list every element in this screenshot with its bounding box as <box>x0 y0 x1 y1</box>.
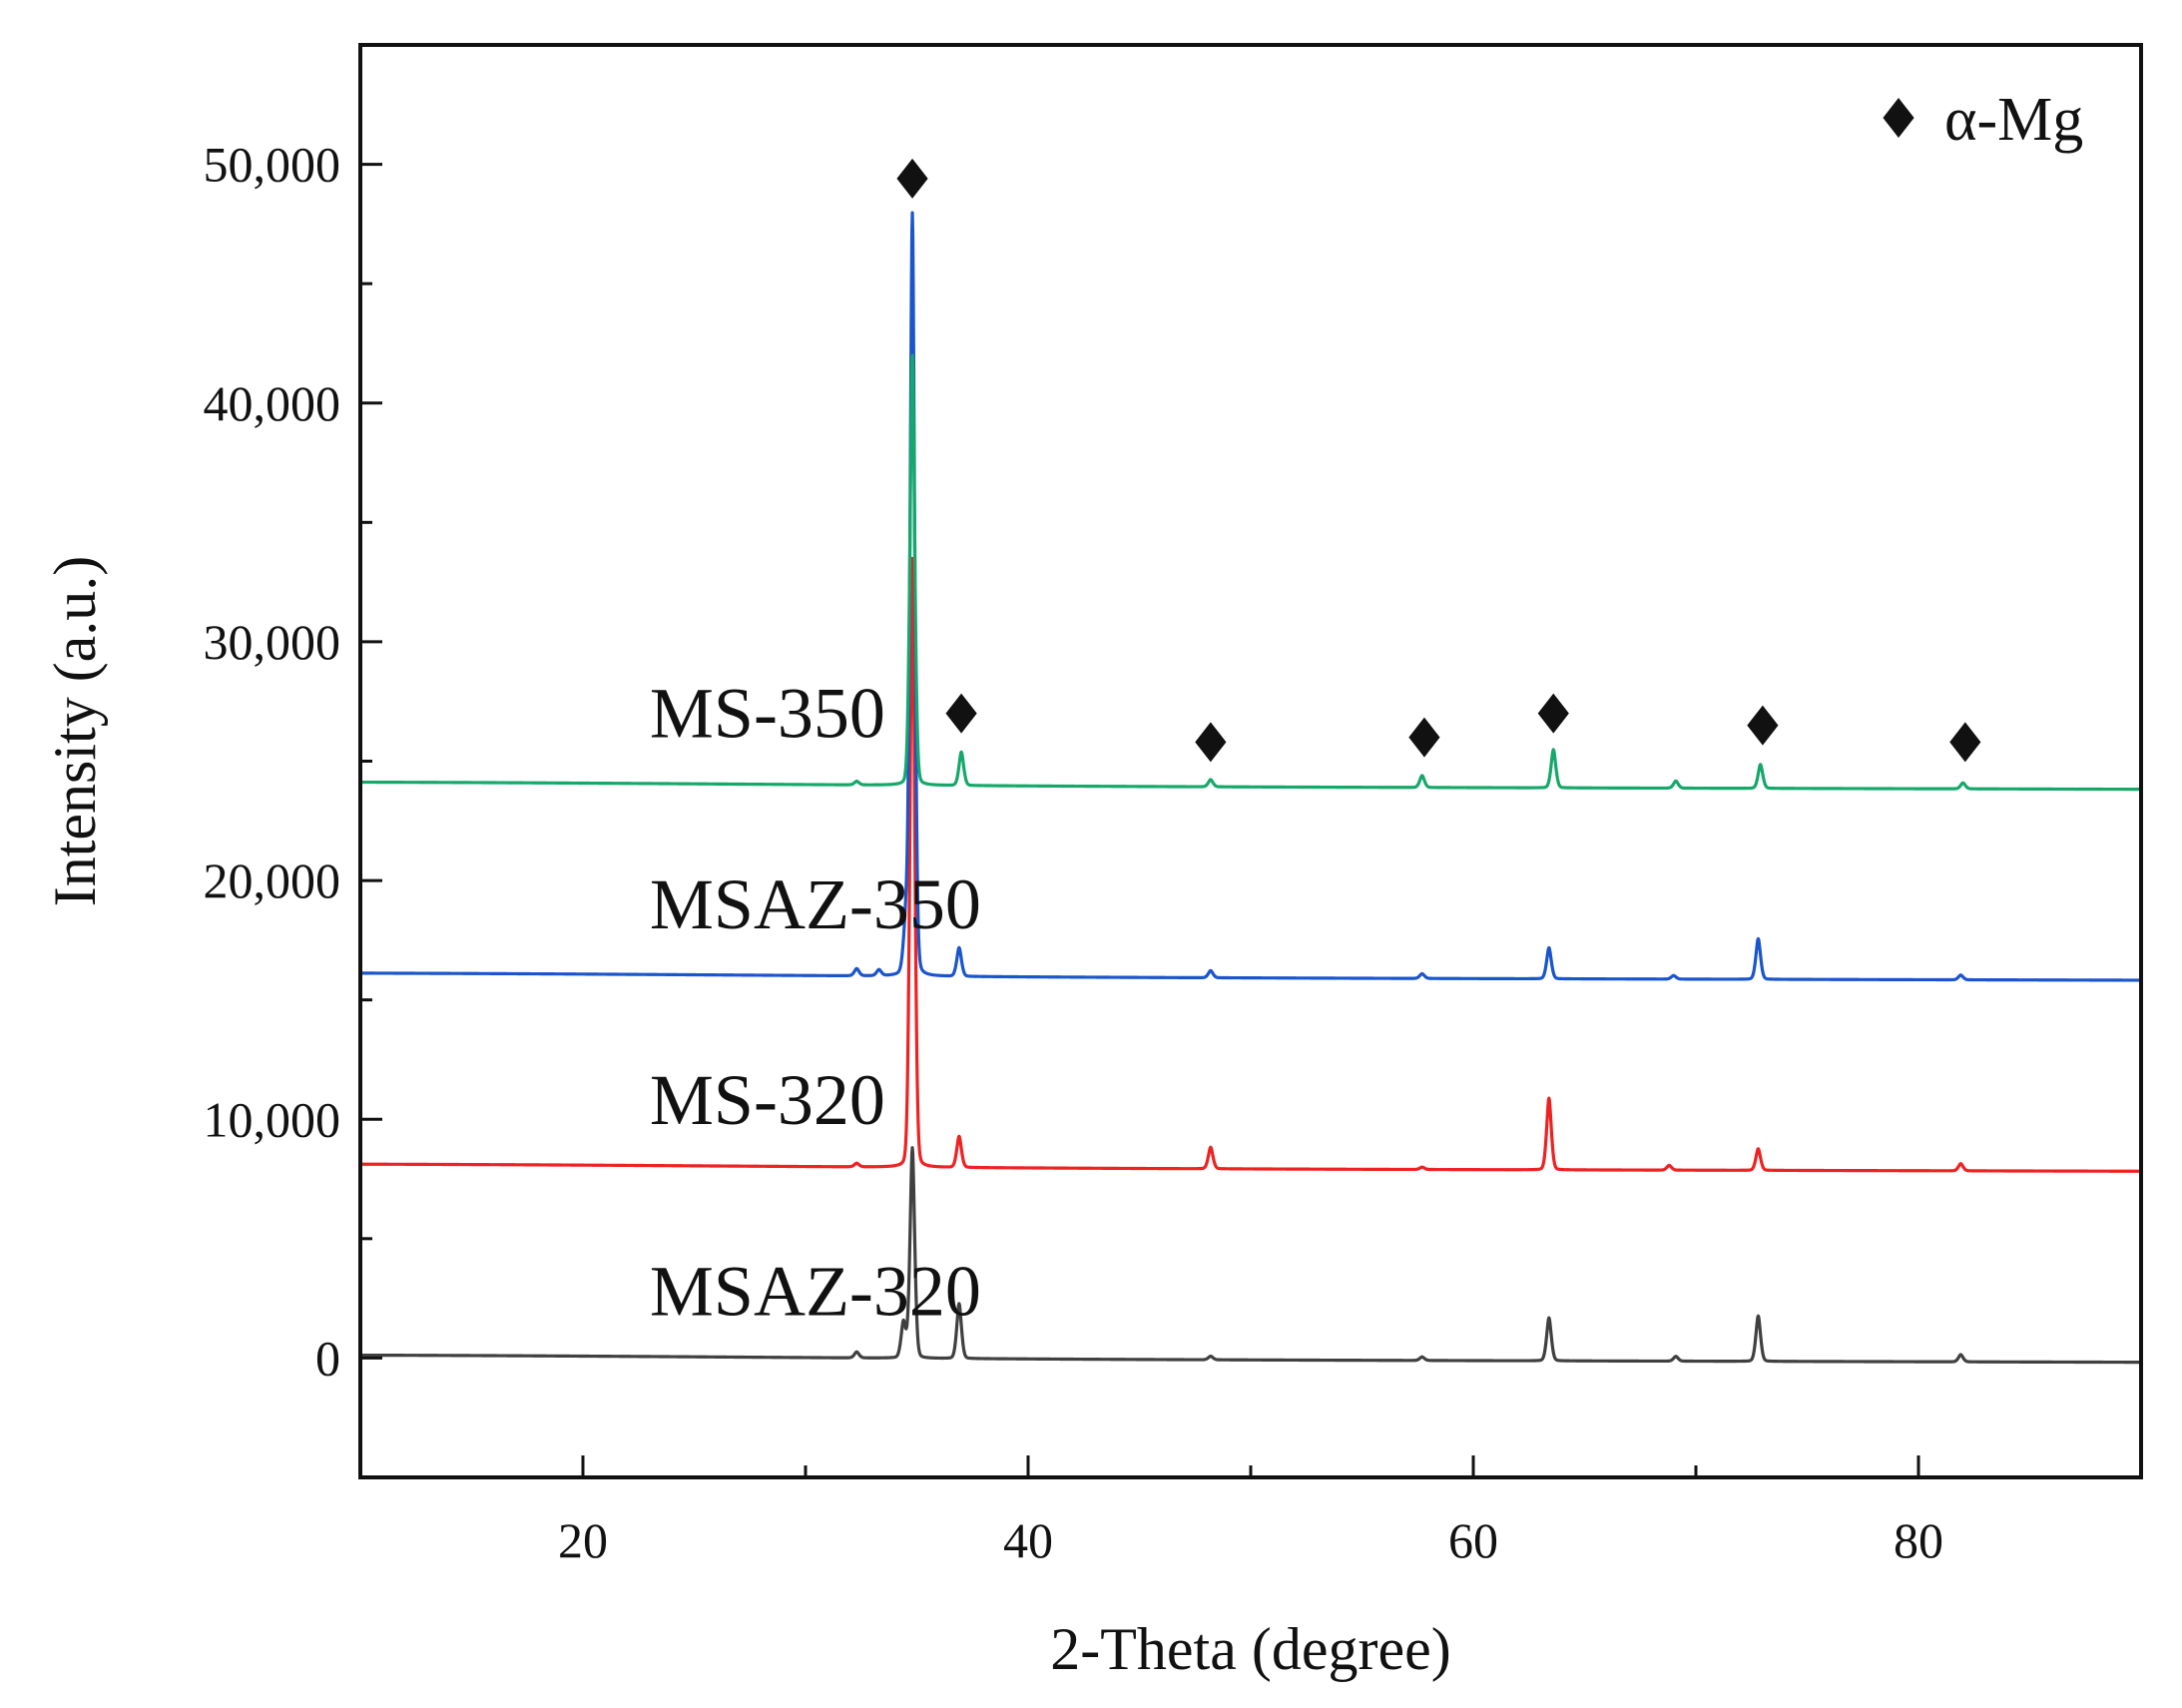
series-label: MSAZ-350 <box>650 864 981 944</box>
legend: α-Mg <box>1883 86 2083 154</box>
x-tick-label: 60 <box>1448 1512 1498 1568</box>
labels-layer: MS-350 MSAZ-350 MS-320 MSAZ-320 <box>650 674 981 1332</box>
series-line-msaz-320 <box>358 1146 2143 1365</box>
alpha-mg-diamond-icon <box>1747 705 1779 746</box>
x-tick-label: 40 <box>1003 1512 1053 1568</box>
y-tick-label: 30,000 <box>204 614 341 670</box>
series-line-ms-320 <box>358 556 2143 1173</box>
alpha-mg-diamond-icon <box>896 158 928 199</box>
y-tick-label: 50,000 <box>204 137 341 193</box>
series-label: MS-320 <box>650 1060 885 1140</box>
series-label: MS-350 <box>650 674 885 754</box>
alpha-mg-diamond-icon <box>945 693 977 734</box>
y-tick-label: 10,000 <box>204 1091 341 1147</box>
y-tick-label: 40,000 <box>204 375 341 431</box>
annotation-layer <box>896 158 1981 763</box>
series-label: MSAZ-320 <box>650 1251 981 1331</box>
x-tick-label: 20 <box>558 1512 608 1568</box>
alpha-mg-diamond-icon <box>1195 722 1227 763</box>
alpha-mg-diamond-icon <box>1949 722 1981 763</box>
ticks-layer: 20 40 60 80 0 10,000 20,000 30,000 40,000 50,000 <box>204 43 1943 1568</box>
alpha-mg-diamond-icon <box>1408 717 1440 758</box>
legend-diamond-icon <box>1883 98 1914 138</box>
y-tick-label: 0 <box>315 1330 340 1386</box>
legend-label: α-Mg <box>1944 86 2083 154</box>
x-axis-title: 2-Theta (degree) <box>1050 1616 1450 1682</box>
x-tick-label: 80 <box>1894 1512 1943 1568</box>
alpha-mg-diamond-icon <box>1537 693 1569 734</box>
series-layer <box>358 211 2143 1365</box>
y-tick-label: 20,000 <box>204 853 341 908</box>
series-line-msaz-350 <box>358 211 2143 982</box>
y-axis-title: Intensity (a.u.) <box>42 556 108 907</box>
series-line-ms-350 <box>358 353 2143 792</box>
